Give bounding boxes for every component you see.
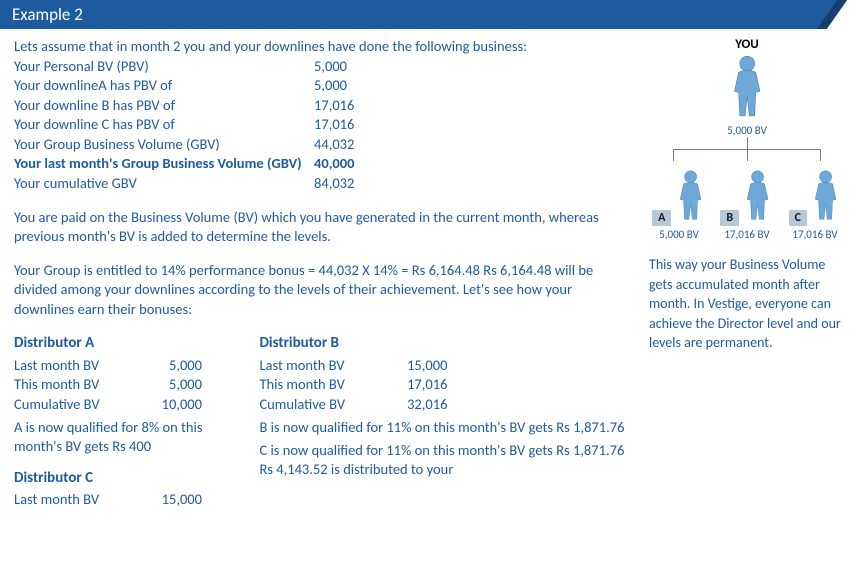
- intro-row-label: Your downline C has PBV of: [14, 115, 314, 135]
- intro-row-value: 17,016: [314, 115, 354, 135]
- distributor-c-block: Distributor C Last month BV15,000: [14, 468, 231, 510]
- intro-row-label: Your Personal BV (PBV): [14, 57, 314, 77]
- main-column: Lets assume that in month 2 you and your…: [14, 37, 631, 510]
- intro-row: Your Group Business Volume (GBV)44,032: [14, 135, 631, 155]
- downline-person-icon: [810, 169, 841, 221]
- intro-row-value: 5,000: [314, 57, 347, 77]
- intro-row: Your cumulative GBV84,032: [14, 174, 631, 194]
- distributor-row-label: This month BV: [14, 375, 142, 395]
- downline-bv: 5,000 BV: [649, 228, 709, 241]
- distributor-c-title: Distributor C: [14, 468, 231, 488]
- distributor-row: Last month BV5,000: [14, 356, 231, 376]
- distributor-a-block: Distributor A Last month BV5,000This mon…: [14, 333, 231, 509]
- side-column: YOU 5,000 BV A 5,000 BVB 17,016 BVC 17,0…: [649, 37, 845, 510]
- distributor-row-value: 32,016: [387, 395, 447, 415]
- distributor-row-value: 15,000: [142, 490, 202, 510]
- intro-row-value: 44,032: [314, 135, 354, 155]
- intro-row: Your downline C has PBV of17,016: [14, 115, 631, 135]
- distributor-row: Cumulative BV32,016: [259, 395, 631, 415]
- distributor-b-block: Distributor B Last month BV15,000This mo…: [259, 333, 631, 509]
- example-header: Example 2: [0, 0, 859, 29]
- downline-tag: B: [720, 210, 739, 226]
- intro-rows: Your Personal BV (PBV)5,000Your downline…: [14, 57, 631, 194]
- you-bv: 5,000 BV: [649, 124, 845, 137]
- you-person-icon: [728, 54, 766, 118]
- intro-row: Your Personal BV (PBV)5,000: [14, 57, 631, 77]
- distributor-b-note2: C is now qualified for 11% on this month…: [259, 441, 631, 479]
- distributor-columns: Distributor A Last month BV5,000This mon…: [14, 333, 631, 509]
- downline-node: B 17,016 BV: [717, 169, 777, 241]
- example-header-text: Example 2: [12, 4, 83, 25]
- intro-row-label: Your last month's Group Business Volume …: [14, 154, 314, 174]
- distributor-row-value: 10,000: [142, 395, 202, 415]
- intro-row-label: Your downline B has PBV of: [14, 96, 314, 116]
- downline-tag: C: [789, 210, 807, 226]
- intro-row-value: 84,032: [314, 174, 354, 194]
- downline-bv: 17,016 BV: [785, 228, 845, 241]
- distributor-a-title: Distributor A: [14, 333, 231, 353]
- page-content: Lets assume that in month 2 you and your…: [0, 29, 859, 510]
- side-paragraph: This way your Business Volume gets accum…: [649, 255, 845, 353]
- distributor-row-label: Cumulative BV: [14, 395, 142, 415]
- distributor-row-label: Last month BV: [14, 356, 142, 376]
- distributor-row: Cumulative BV10,000: [14, 395, 231, 415]
- you-label: YOU: [649, 37, 845, 52]
- distributor-row-value: 5,000: [142, 356, 202, 376]
- distributor-row: This month BV17,016: [259, 375, 631, 395]
- intro-row: Your downline B has PBV of17,016: [14, 96, 631, 116]
- downline-person-icon: [742, 169, 773, 221]
- intro-row-value: 40,000: [314, 154, 354, 174]
- intro-row-label: Your Group Business Volume (GBV): [14, 135, 314, 155]
- distributor-row-value: 5,000: [142, 375, 202, 395]
- distributor-row-label: Cumulative BV: [259, 395, 387, 415]
- distributor-row: Last month BV15,000: [14, 490, 231, 510]
- distributor-row-label: Last month BV: [259, 356, 387, 376]
- intro-row-value: 17,016: [314, 96, 354, 116]
- intro-row: Your downlineA has PBV of5,000: [14, 76, 631, 96]
- distributor-b-note1: B is now qualified for 11% on this month…: [259, 418, 631, 437]
- org-tree: YOU 5,000 BV A 5,000 BVB 17,016 BVC 17,0…: [649, 37, 845, 241]
- distributor-a-note: A is now qualified for 8% on this month'…: [14, 418, 231, 456]
- distributor-row-label: This month BV: [259, 375, 387, 395]
- intro-row-label: Your cumulative GBV: [14, 174, 314, 194]
- downline-bv: 17,016 BV: [717, 228, 777, 241]
- tree-connector: [649, 137, 845, 163]
- downline-row: A 5,000 BVB 17,016 BVC 17,016 BV: [649, 169, 845, 241]
- downline-person-icon: [675, 169, 706, 221]
- downline-node: C 17,016 BV: [785, 169, 845, 241]
- downline-tag: A: [652, 210, 671, 226]
- intro-lead: Lets assume that in month 2 you and your…: [14, 37, 631, 57]
- distributor-row: Last month BV15,000: [259, 356, 631, 376]
- distributor-row-value: 15,000: [387, 356, 447, 376]
- distributor-b-title: Distributor B: [259, 333, 631, 353]
- distributor-row-value: 17,016: [387, 375, 447, 395]
- paragraph-bonus-calc: Your Group is entitled to 14% performanc…: [14, 261, 631, 320]
- intro-row-label: Your downlineA has PBV of: [14, 76, 314, 96]
- paragraph-bv-explain: You are paid on the Business Volume (BV)…: [14, 208, 631, 247]
- distributor-row: This month BV5,000: [14, 375, 231, 395]
- intro-row: Your last month's Group Business Volume …: [14, 154, 631, 174]
- downline-node: A 5,000 BV: [649, 169, 709, 241]
- distributor-row-label: Last month BV: [14, 490, 142, 510]
- intro-row-value: 5,000: [314, 76, 347, 96]
